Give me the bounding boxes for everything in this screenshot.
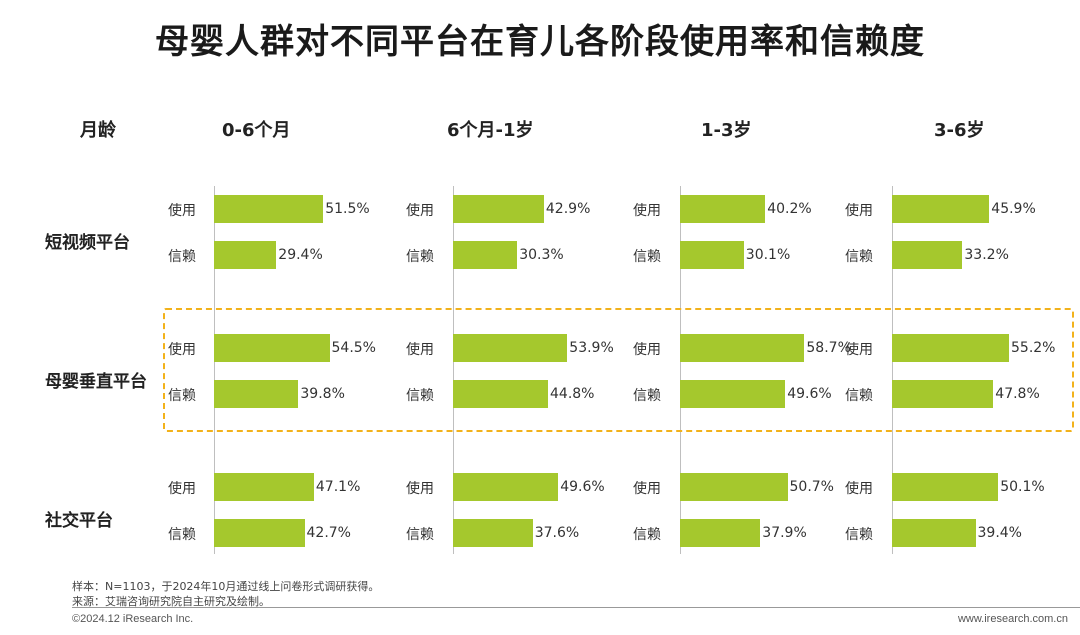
stage-header-0: 0-6个月	[222, 120, 291, 141]
metric-label-1-0-0: 使用	[168, 342, 196, 358]
metric-label-0-1-2: 信赖	[633, 249, 661, 265]
metric-label-2-0-3: 使用	[845, 481, 873, 497]
axis-line-3	[892, 186, 893, 554]
metric-label-2-0-1: 使用	[406, 481, 434, 497]
bar-2-1-1	[453, 519, 533, 547]
bar-0-0-3	[892, 195, 990, 223]
metric-label-1-0-3: 使用	[845, 342, 873, 358]
value-label-2-1-1: 37.6%	[534, 525, 580, 541]
metric-label-0-1-1: 信赖	[406, 249, 434, 265]
bar-0-0-2	[680, 195, 766, 223]
value-label-2-0-1: 49.6%	[560, 479, 605, 495]
axis-line-1	[453, 186, 454, 554]
copyright: ©2024.12 iResearch Inc.	[72, 613, 194, 625]
axis-line-0	[214, 186, 215, 554]
value-label-0-1-1: 30.3%	[519, 247, 564, 263]
value-label-2-1-2: 37.9%	[762, 525, 807, 541]
bar-2-0-3	[892, 473, 999, 501]
value-label-0-1-0: 29.4%	[278, 247, 323, 263]
metric-label-0-0-2: 使用	[633, 203, 661, 219]
platform-label-2: 社交平台	[45, 511, 113, 531]
value-label-1-0-1: 53.9%	[569, 340, 614, 356]
value-label-1-0-3: 55.2%	[1011, 340, 1056, 356]
bar-2-0-1	[453, 473, 559, 501]
value-label-2-0-2: 50.7%	[789, 479, 834, 495]
bar-2-0-2	[680, 473, 788, 501]
value-label-1-0-2: 58.7%	[806, 340, 851, 356]
platform-label-1: 母婴垂直平台	[45, 372, 147, 392]
value-label-2-1-0: 42.7%	[306, 525, 351, 541]
website: www.iresearch.com.cn	[957, 613, 1068, 625]
bar-1-0-1	[453, 334, 568, 362]
bar-0-0-1	[453, 195, 544, 223]
value-label-0-0-3: 45.9%	[991, 201, 1036, 217]
metric-label-2-0-0: 使用	[168, 481, 196, 497]
value-label-1-1-0: 39.8%	[300, 386, 345, 402]
page-title: 母婴人群对不同平台在育儿各阶段使用率和信赖度	[155, 22, 925, 62]
value-label-0-1-3: 33.2%	[964, 247, 1009, 263]
value-label-0-0-2: 40.2%	[767, 201, 812, 217]
stage-header-3: 3-6岁	[934, 120, 985, 141]
value-label-0-1-2: 30.1%	[745, 247, 791, 263]
value-label-0-0-1: 42.9%	[545, 201, 591, 217]
value-label-2-0-3: 50.1%	[1000, 479, 1045, 495]
bar-1-1-2	[680, 380, 786, 408]
bar-0-0-0	[214, 195, 324, 223]
bar-0-1-2	[680, 241, 744, 269]
metric-label-2-0-2: 使用	[633, 481, 661, 497]
stage-header-2: 1-3岁	[701, 120, 752, 141]
sample-note: 样本：N=1103，于2024年10月通过线上问卷形式调研获得。	[72, 580, 380, 593]
metric-label-2-1-3: 信赖	[845, 527, 873, 543]
highlight-box	[163, 308, 1074, 432]
metric-label-1-0-1: 使用	[406, 342, 434, 358]
stage-header-1: 6个月-1岁	[447, 120, 534, 141]
metric-label-1-1-1: 信赖	[406, 388, 434, 404]
metric-label-1-0-2: 使用	[633, 342, 661, 358]
metric-label-2-1-2: 信赖	[633, 527, 661, 543]
bar-2-0-0	[214, 473, 314, 501]
metric-label-0-0-1: 使用	[406, 203, 434, 219]
value-label-1-1-2: 49.6%	[787, 386, 832, 402]
value-label-1-1-1: 44.8%	[550, 386, 595, 402]
value-label-2-0-0: 47.1%	[315, 479, 361, 495]
value-label-0-0-0: 51.5%	[325, 201, 370, 217]
source-note: 来源：艾瑞咨询研究院自主研究及绘制。	[72, 595, 270, 608]
bar-2-1-0	[214, 519, 305, 547]
value-label-1-1-3: 47.8%	[995, 386, 1040, 402]
bar-1-0-3	[892, 334, 1009, 362]
bar-0-1-1	[453, 241, 518, 269]
value-label-1-0-0: 54.5%	[331, 340, 376, 356]
metric-label-1-1-3: 信赖	[845, 388, 873, 404]
metric-label-0-0-0: 使用	[168, 203, 196, 219]
platform-label-0: 短视频平台	[45, 233, 130, 253]
metric-label-1-1-2: 信赖	[633, 388, 661, 404]
value-label-2-1-3: 39.4%	[977, 525, 1022, 541]
bar-1-1-0	[214, 380, 299, 408]
bar-1-0-2	[680, 334, 805, 362]
bar-2-1-2	[680, 519, 761, 547]
metric-label-2-1-1: 信赖	[406, 527, 434, 543]
metric-label-0-1-3: 信赖	[845, 249, 873, 265]
metric-label-0-1-0: 信赖	[168, 249, 196, 265]
bar-1-1-1	[453, 380, 548, 408]
axis-line-2	[680, 186, 681, 554]
bar-0-1-0	[214, 241, 277, 269]
bar-1-0-0	[214, 334, 330, 362]
metric-label-0-0-3: 使用	[845, 203, 873, 219]
corner-label: 月龄	[80, 120, 116, 141]
metric-label-1-1-0: 信赖	[168, 388, 196, 404]
bar-2-1-3	[892, 519, 976, 547]
footer-divider	[72, 607, 1080, 608]
metric-label-2-1-0: 信赖	[168, 527, 196, 543]
bar-1-1-3	[892, 380, 994, 408]
bar-0-1-3	[892, 241, 963, 269]
